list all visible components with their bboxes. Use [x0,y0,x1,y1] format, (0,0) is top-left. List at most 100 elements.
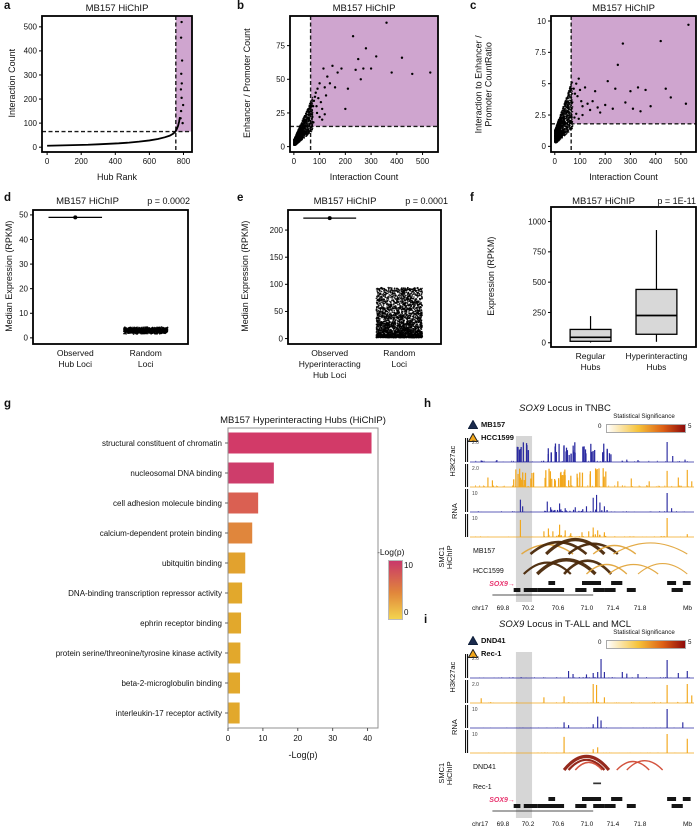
panel-i-sig-colorbar [606,640,686,649]
point-cluster [375,286,424,339]
panel-i-legend-item-2: Rec-1 [468,649,501,658]
category-label: Observed [57,348,94,358]
panel-a-label: a [4,0,11,12]
go-term-label: DNA-binding transcription repressor acti… [68,589,222,598]
gene-track [492,797,691,812]
svg-text:0: 0 [292,157,297,166]
track-scale-label: 10 [472,707,478,713]
plot-border [550,206,697,348]
svg-text:500: 500 [24,23,38,32]
panel-h-legend-label-1: MB157 [481,420,506,429]
panel-g-x-axis-label: -Log(p) [288,750,318,760]
panel-e-title: MB157 HiChIP [313,196,377,207]
panel-d-title: MB157 HiChIP [56,196,119,207]
go-term-label: nucleosomal DNA binding [130,469,222,478]
panel-i-title: SOX9 Locus in T-ALL and MCL [475,619,655,630]
category-label: Loci [138,359,154,369]
panel-g-title: MB157 Hyperinteracting Hubs (HiChIP) [220,415,386,426]
signal-track [475,468,693,487]
panel-i-title-rest: Locus in T-ALL and MCL [524,619,632,630]
category-label: Hub Loci [313,370,347,380]
scatter-points [179,20,185,125]
panel-h-legend-item-1: MB157 [468,420,505,429]
svg-text:0: 0 [24,334,29,343]
track-scale-label: 10 [472,516,478,522]
panel-a-plot: 0 100 200 300 400 500 0 200 400 600 800 [24,15,193,166]
scatter-points [572,23,690,120]
svg-text:0: 0 [33,143,38,152]
svg-text:10: 10 [19,309,28,318]
svg-text:400: 400 [390,157,404,166]
category-label: Hyperinteracting [299,359,361,369]
go-term-bar [228,612,242,634]
go-term-bar [228,522,253,544]
svg-text:200: 200 [599,157,613,166]
go-term-bar [228,672,241,694]
panel-i-sig-title: Statistical Significance [613,629,675,636]
scatter-points [311,21,432,124]
panel-h-sig-colorbar [606,424,686,433]
panel-c-title: MB157 HiChIP [592,3,655,14]
svg-text:20: 20 [19,284,28,293]
panel-g-legend-max: 10 [404,561,413,570]
go-term-bar [228,432,372,454]
panel-g: g MB157 Hyperinteracting Hubs (HiChIP) -… [0,398,420,766]
panel-h-plot: 2.0 2.0 10 10 MB157 HCC1599 SOX9→ chr17 69.8 70.2… [465,436,694,612]
svg-text:50: 50 [276,75,285,84]
signal-track [477,493,685,512]
highlight-band [515,652,533,818]
signal-track [475,442,688,462]
signal-track [475,518,688,537]
plot-border [227,427,379,729]
panel-a-x-axis-label: Hub Rank [96,172,138,182]
arc-row-label: Rec-1 [473,784,492,791]
panel-i-sig-max: 5 [688,639,692,646]
panel-b-title: MB157 HiChIP [332,3,396,14]
signal-track [488,734,688,753]
svg-text:300: 300 [24,71,38,80]
panel-f-title: MB157 HiChIP [572,196,635,207]
go-term-bar [228,552,246,574]
svg-text:0: 0 [553,157,558,166]
gene-label-sox9: SOX9→ [489,581,515,588]
svg-text:7.5: 7.5 [535,48,547,57]
track-scale-label: 2.0 [472,440,479,446]
panel-g-legend-min: 0 [404,608,409,617]
genomic-axis: chr17 69.8 70.2 70.6 71.0 71.4 71.8 Mb [472,605,692,612]
panel-b: b MB157 HiChIP Enhancer / Promoter Count… [233,0,465,192]
triangle-icon [468,433,478,442]
triangle-icon [468,636,478,645]
svg-text:500: 500 [674,157,688,166]
panel-i-label: i [424,614,428,626]
track-scale-label: 2.0 [472,682,479,688]
svg-text:50: 50 [19,211,28,220]
panel-e-label: e [237,192,244,204]
threshold-shade-region [175,16,192,132]
panel-h-label: h [424,398,432,410]
arc-row-label: DND41 [473,764,496,771]
svg-text:100: 100 [313,157,327,166]
svg-text:800: 800 [177,157,191,166]
svg-text:0: 0 [542,142,547,151]
go-term-bar [228,642,241,664]
plot-border [289,15,439,153]
svg-text:2.5: 2.5 [535,111,547,120]
boxplot-box [569,328,612,342]
panel-e-plot: 050100150200ObservedHyperinteractingHub … [270,209,442,380]
hichip-arcs [521,538,688,556]
panel-c: c MB157 HiChIP Interaction to Enhancer /… [466,0,698,192]
category-label: Random [383,348,415,358]
svg-text:400: 400 [24,47,38,56]
plot-border [287,209,442,345]
go-term-bar [228,492,259,514]
panel-h-title-gene: SOX9 [519,403,545,414]
svg-text:25: 25 [276,109,285,118]
signal-track [480,684,693,703]
go-term-label: protein serine/threonine/tyrosine kinase… [56,649,222,658]
svg-text:10: 10 [537,17,546,26]
panel-h-title-rest: Locus in TNBC [544,403,611,414]
panel-d-pvalue: p = 0.0002 [147,196,190,206]
